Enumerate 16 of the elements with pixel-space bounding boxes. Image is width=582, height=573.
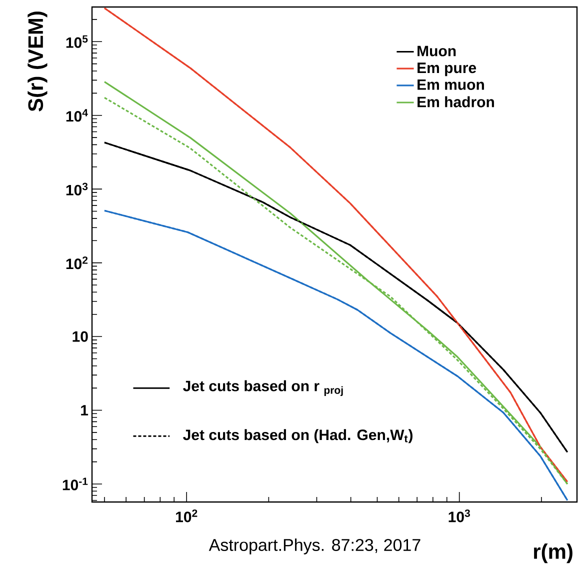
y-axis-title: S(r) (VEM) <box>28 12 48 112</box>
annotation: Jet cuts based on (Had. Gen,W$_{t}$) <box>183 429 412 444</box>
y-tick-label: 10$^{2}$ <box>66 256 88 270</box>
annotation: Jet cuts based on r $_{proj}$ <box>183 380 343 396</box>
y-tick-label: 10$^{4}$ <box>66 109 88 122</box>
legend-label: Em hadron <box>418 96 494 108</box>
y-tick-label: 10$^{3}$ <box>66 182 88 196</box>
legend-label: Em muon <box>418 79 484 90</box>
y-tick-label: 10 <box>72 331 88 342</box>
y-tick-label: 1 <box>81 405 88 416</box>
legend-label: Em pure <box>418 62 476 76</box>
y-tick-label: 10$^{5}$ <box>66 35 88 48</box>
y-tick-label: 10$^{-1}$ <box>62 478 88 490</box>
text: Astropart.Phys. 87:23, 2017 <box>208 538 420 554</box>
x-axis-title: r(m) <box>534 544 572 564</box>
legend-label: Muon <box>418 46 456 56</box>
